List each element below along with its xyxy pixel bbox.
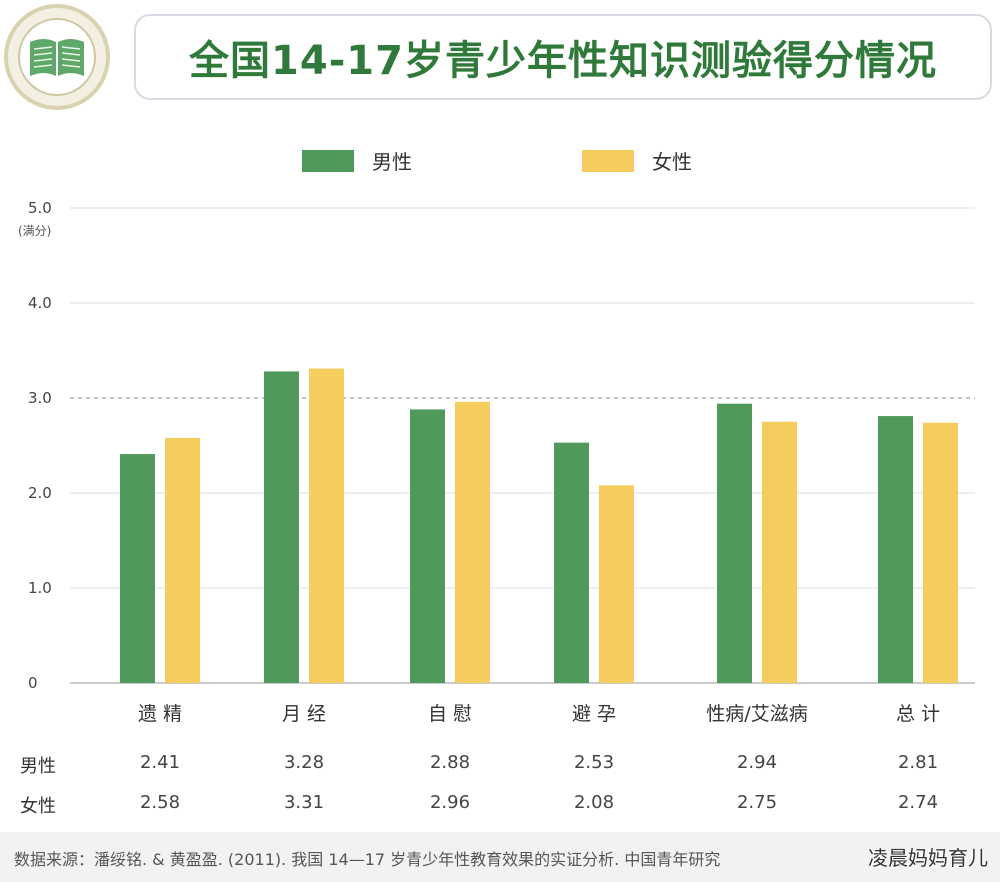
legend-item-male: 男性: [302, 146, 412, 175]
bar-female: [309, 368, 344, 683]
table-cell: 2.58: [139, 792, 181, 813]
bar-female: [455, 401, 490, 683]
source-citation: 数据来源：潘绥铭. & 黄盈盈. (2011). 我国 14—17 岁青少年性教…: [14, 850, 721, 869]
table-cell: 2.74: [897, 792, 939, 813]
table-cell: 2.75: [736, 792, 778, 813]
y-tick-label: 2.0: [28, 484, 52, 502]
y-max-note: (满分): [18, 224, 51, 238]
y-tick-label: 5.0: [28, 199, 52, 217]
table-cell: 2.88: [429, 752, 471, 773]
bar-female: [165, 437, 200, 683]
bar-male: [264, 371, 299, 683]
table-row-label-male: 男性: [20, 756, 56, 777]
source-footer: 数据来源：潘绥铭. & 黄盈盈. (2011). 我国 14—17 岁青少年性教…: [0, 832, 1000, 882]
legend-label-female: 女性: [652, 150, 692, 174]
logo-badge: [4, 4, 110, 110]
bar-male: [120, 454, 155, 683]
bar-female: [762, 421, 797, 683]
category-label: 避 孕: [572, 703, 616, 725]
table-cell: 2.94: [736, 752, 778, 773]
bar-male: [554, 442, 589, 683]
chart-title: 全国14-17岁青少年性知识测验得分情况: [189, 38, 937, 84]
title-box: 全国14-17岁青少年性知识测验得分情况: [134, 14, 992, 100]
bar-male: [717, 403, 752, 683]
bar-chart: 0 1.0 2.0 3.0 4.0 5.0 (满分) 遗 精 月 经 自 慰 避 孕 性病/艾滋病 总 …: [18, 199, 975, 725]
category-label: 月 经: [282, 703, 326, 725]
table-cell: 3.31: [283, 792, 325, 813]
table-cell: 2.41: [139, 752, 181, 773]
table-cell: 2.08: [573, 792, 615, 813]
table-cell: 2.53: [573, 752, 615, 773]
table-cell: 2.81: [897, 752, 939, 773]
bar-male: [878, 416, 913, 683]
legend-swatch-male: [302, 149, 354, 172]
category-label: 遗 精: [138, 703, 182, 725]
table-cell: 2.96: [429, 792, 471, 813]
bar-female: [923, 422, 958, 683]
open-book-icon: [30, 39, 84, 76]
legend-item-female: 女性: [582, 146, 692, 175]
y-tick-label: 0: [28, 674, 38, 692]
y-tick-label: 4.0: [28, 294, 52, 312]
bar-male: [410, 409, 445, 683]
bar-female: [599, 485, 634, 683]
y-tick-label: 3.0: [28, 389, 52, 407]
legend-label-male: 男性: [372, 150, 412, 174]
category-label: 自 慰: [428, 703, 472, 725]
table-row-label-female: 女性: [20, 796, 56, 817]
table-cell: 3.28: [283, 752, 325, 773]
category-label: 性病/艾滋病: [706, 703, 807, 725]
category-label: 总 计: [896, 703, 940, 725]
legend-swatch-female: [582, 149, 634, 172]
y-tick-label: 1.0: [28, 579, 52, 597]
watermark: 凌晨妈妈育儿: [868, 846, 988, 870]
logo-inner-ring: [18, 18, 96, 96]
